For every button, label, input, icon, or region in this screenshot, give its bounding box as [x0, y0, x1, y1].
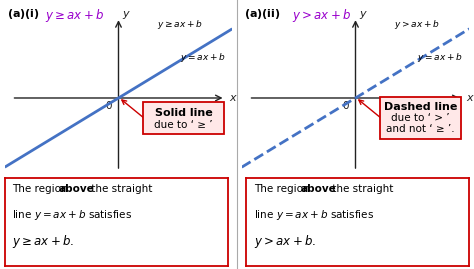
Text: $y \geq ax + b$: $y \geq ax + b$ [157, 18, 203, 31]
Text: above: above [58, 184, 94, 194]
Text: the straight: the straight [88, 184, 152, 194]
Text: due to ‘ > ’: due to ‘ > ’ [391, 113, 450, 123]
Text: The region: The region [254, 184, 312, 194]
Text: Solid line: Solid line [155, 108, 212, 118]
Text: $y > ax + b$: $y > ax + b$ [292, 7, 351, 24]
Text: $y > ax + b$: $y > ax + b$ [394, 18, 440, 31]
Text: line $y = ax + b$ satisfies: line $y = ax + b$ satisfies [254, 208, 374, 222]
Text: $\mathbf{(a)(ii)}$: $\mathbf{(a)(ii)}$ [244, 7, 281, 21]
Text: $x$: $x$ [465, 93, 474, 103]
Text: $y = ax + b$: $y = ax + b$ [180, 51, 226, 64]
Text: $y$: $y$ [359, 9, 368, 21]
Text: $\mathbf{(a)(i)}$: $\mathbf{(a)(i)}$ [7, 7, 40, 21]
Text: $y \geq ax + b$: $y \geq ax + b$ [45, 7, 104, 24]
Text: $0$: $0$ [105, 99, 112, 111]
Text: $y \geq ax + b.$: $y \geq ax + b.$ [12, 233, 74, 250]
Text: above: above [300, 184, 336, 194]
Polygon shape [242, 13, 469, 167]
Text: $x$: $x$ [228, 93, 237, 103]
Text: $y$: $y$ [122, 9, 131, 21]
Text: line $y = ax + b$ satisfies: line $y = ax + b$ satisfies [12, 208, 132, 222]
Text: Dashed line: Dashed line [384, 102, 457, 112]
FancyBboxPatch shape [143, 102, 224, 134]
Text: $0$: $0$ [342, 99, 349, 111]
Text: the straight: the straight [329, 184, 394, 194]
Text: due to ‘ ≥ ’: due to ‘ ≥ ’ [154, 120, 213, 130]
FancyBboxPatch shape [380, 97, 461, 139]
Text: $y > ax + b.$: $y > ax + b.$ [254, 233, 316, 250]
Text: The region: The region [12, 184, 71, 194]
Text: $y = ax + b$: $y = ax + b$ [417, 51, 463, 64]
Text: and not ‘ ≥ ’.: and not ‘ ≥ ’. [386, 124, 455, 134]
Polygon shape [5, 13, 232, 167]
